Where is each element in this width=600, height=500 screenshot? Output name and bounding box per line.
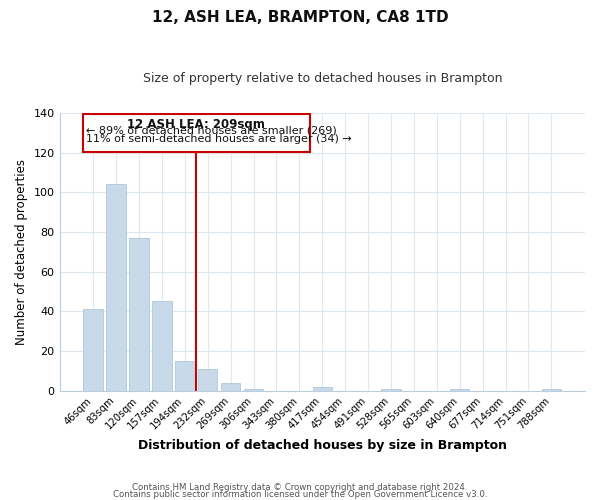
Bar	[106, 184, 126, 390]
Bar	[152, 302, 172, 390]
Bar	[221, 383, 241, 390]
Text: 12 ASH LEA: 209sqm: 12 ASH LEA: 209sqm	[127, 118, 265, 131]
Bar	[129, 238, 149, 390]
Bar	[83, 310, 103, 390]
Bar	[313, 386, 332, 390]
Bar	[198, 369, 217, 390]
Title: Size of property relative to detached houses in Brampton: Size of property relative to detached ho…	[143, 72, 502, 86]
Bar	[381, 388, 401, 390]
Bar	[244, 388, 263, 390]
Bar	[450, 388, 469, 390]
Text: 11% of semi-detached houses are larger (34) →: 11% of semi-detached houses are larger (…	[86, 134, 352, 144]
Text: 12, ASH LEA, BRAMPTON, CA8 1TD: 12, ASH LEA, BRAMPTON, CA8 1TD	[152, 10, 448, 25]
FancyBboxPatch shape	[83, 114, 310, 152]
Bar	[175, 361, 194, 390]
Text: ← 89% of detached houses are smaller (269): ← 89% of detached houses are smaller (26…	[86, 126, 337, 136]
Text: Contains public sector information licensed under the Open Government Licence v3: Contains public sector information licen…	[113, 490, 487, 499]
X-axis label: Distribution of detached houses by size in Brampton: Distribution of detached houses by size …	[138, 440, 507, 452]
Y-axis label: Number of detached properties: Number of detached properties	[15, 159, 28, 345]
Bar	[542, 388, 561, 390]
Text: Contains HM Land Registry data © Crown copyright and database right 2024.: Contains HM Land Registry data © Crown c…	[132, 484, 468, 492]
